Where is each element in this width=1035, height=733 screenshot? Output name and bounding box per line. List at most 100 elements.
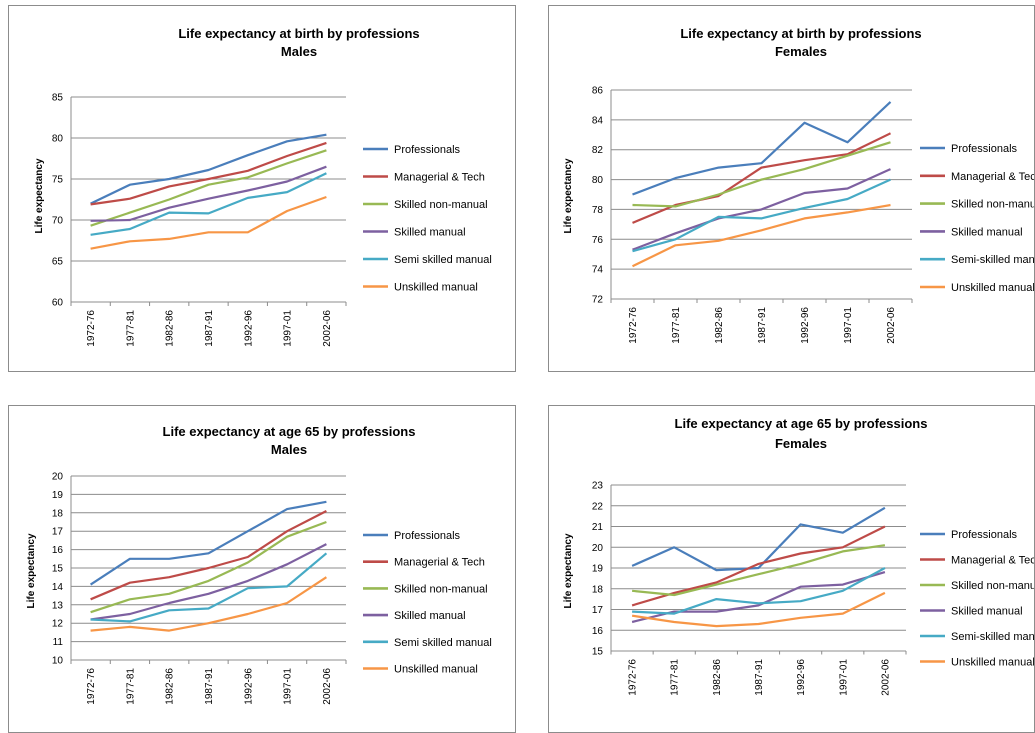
series-line	[90, 149, 327, 227]
legend-label: Unskilled manual	[394, 664, 478, 676]
legend-label: Semi skilled manual	[394, 254, 492, 266]
x-tick-label: 2002-06	[886, 307, 897, 344]
y-axis-label: Life expectancy	[563, 158, 574, 233]
chart-subtitle: Males	[271, 442, 307, 457]
x-tick-label: 1992-96	[800, 307, 811, 344]
y-tick-label: 23	[592, 481, 604, 492]
series-line	[90, 195, 327, 250]
y-tick-label: 15	[52, 564, 64, 575]
x-tick-label: 1982-86	[165, 310, 176, 347]
y-tick-label: 12	[52, 619, 64, 630]
y-tick-label: 72	[592, 295, 604, 306]
series-line	[90, 172, 327, 236]
chart-title: Life expectancy at age 65 by professions	[675, 416, 928, 431]
legend-label: Skilled manual	[394, 227, 466, 239]
legend-label: Managerial & Tech	[951, 555, 1035, 567]
y-tick-label: 16	[592, 626, 604, 637]
series-line	[632, 203, 891, 268]
x-tick-label: 1987-91	[757, 307, 768, 344]
x-tick-label: 1997-01	[283, 310, 294, 347]
y-tick-label: 15	[592, 647, 604, 658]
x-tick-label: 1987-91	[754, 659, 765, 696]
chart-title: Life expectancy at birth by professions	[178, 26, 419, 41]
y-tick-label: 84	[592, 115, 604, 126]
legend-label: Unskilled manual	[951, 282, 1035, 294]
series-line	[90, 520, 327, 614]
series-line	[90, 552, 328, 623]
x-tick-label: 1987-91	[204, 668, 215, 705]
legend-label: Semi-skilled manual	[951, 631, 1035, 643]
y-tick-label: 74	[592, 265, 604, 276]
x-tick-label: 1972-76	[86, 310, 97, 347]
y-axis-label: Life expectancy	[563, 533, 574, 608]
series-line	[632, 132, 891, 224]
y-tick-label: 85	[52, 93, 64, 104]
chart-title: Life expectancy at birth by professions	[680, 26, 921, 41]
series-line	[632, 101, 892, 196]
y-tick-label: 86	[592, 86, 604, 97]
y-tick-label: 11	[53, 637, 64, 648]
y-tick-label: 19	[52, 490, 64, 501]
y-tick-label: 78	[592, 205, 604, 216]
y-tick-label: 19	[592, 564, 604, 575]
y-tick-label: 17	[52, 527, 64, 538]
chart-subtitle: Females	[775, 44, 827, 59]
chart-birth-females: Life expectancy at birth by professions F…	[563, 26, 1035, 344]
legend-label: Unskilled manual	[951, 657, 1035, 669]
y-tick-label: 75	[52, 175, 64, 186]
chart-subtitle: Females	[775, 436, 827, 451]
series-line	[632, 567, 886, 615]
y-tick-label: 80	[52, 134, 64, 145]
legend-label: Skilled non-manual	[394, 199, 488, 211]
chart-panel-65-females: Life expectancy at age 65 by professions…	[548, 405, 1035, 733]
y-tick-label: 16	[52, 545, 64, 556]
y-tick-label: 20	[592, 543, 604, 554]
x-tick-label: 1992-96	[243, 310, 254, 347]
x-tick-label: 1977-81	[125, 310, 136, 347]
x-tick-label: 1982-86	[165, 668, 176, 705]
x-tick-label: 1982-86	[712, 659, 723, 696]
series-line	[90, 510, 327, 601]
x-tick-label: 2002-06	[322, 668, 333, 705]
legend-label: Unskilled manual	[394, 282, 478, 294]
y-tick-label: 82	[592, 145, 604, 156]
x-tick-label: 1997-01	[843, 307, 854, 344]
legend-label: Skilled manual	[951, 226, 1023, 238]
series-line	[632, 168, 891, 251]
legend-label: Skilled non-manual	[951, 580, 1035, 592]
x-tick-label: 1997-01	[283, 668, 294, 705]
series-line	[90, 141, 327, 206]
chart-65-males: Life expectancy at age 65 by professions…	[26, 424, 492, 705]
series-line	[90, 543, 327, 621]
y-tick-label: 76	[592, 235, 604, 246]
x-tick-label: 2002-06	[880, 659, 891, 696]
chart-65-females: Life expectancy at age 65 by professions…	[563, 416, 1035, 696]
legend-label: Professionals	[394, 144, 461, 156]
legend-label: Professionals	[951, 143, 1018, 155]
y-tick-label: 70	[52, 216, 64, 227]
series-line	[89, 500, 327, 586]
y-tick-label: 21	[592, 522, 604, 533]
series-line	[631, 571, 886, 624]
legend-label: Professionals	[951, 529, 1018, 541]
y-tick-label: 80	[592, 175, 604, 186]
chart-panel-birth-females: Life expectancy at birth by professions F…	[548, 5, 1035, 372]
x-tick-label: 1992-96	[243, 668, 254, 705]
y-tick-label: 14	[52, 582, 64, 593]
legend-label: Skilled non-manual	[394, 583, 488, 595]
y-tick-label: 22	[592, 501, 604, 512]
legend-label: Semi-skilled manual	[951, 254, 1035, 266]
series-line	[631, 591, 886, 628]
series-line	[631, 544, 886, 597]
legend-label: Semi skilled manual	[394, 637, 492, 649]
series-line	[90, 576, 328, 632]
y-axis-label: Life expectancy	[26, 533, 37, 608]
x-tick-label: 1987-91	[204, 310, 215, 347]
chart-subtitle: Males	[281, 44, 317, 59]
x-tick-label: 1972-76	[86, 668, 97, 705]
y-axis-label: Life expectancy	[34, 158, 45, 233]
chart-birth-males: Life expectancy at birth by professions M…	[34, 26, 492, 347]
legend-label: Skilled non-manual	[951, 199, 1035, 211]
legend-label: Managerial & Tech	[951, 171, 1035, 183]
chart-title: Life expectancy at age 65 by professions	[163, 424, 416, 439]
